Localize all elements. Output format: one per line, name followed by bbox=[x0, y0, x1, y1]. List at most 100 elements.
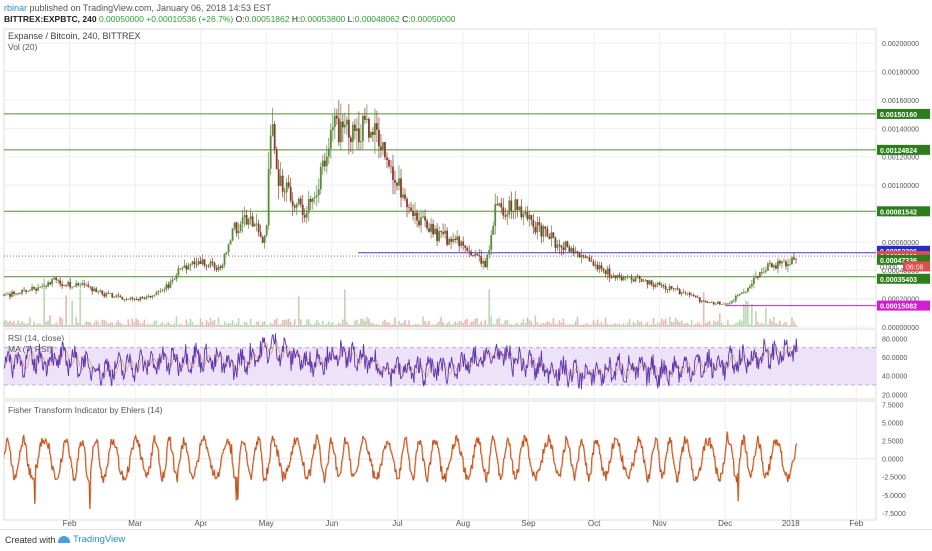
candle-body bbox=[494, 204, 497, 226]
volume-bar bbox=[454, 321, 456, 327]
volume-bar bbox=[737, 321, 739, 327]
volume-bar bbox=[173, 323, 176, 327]
candle-body bbox=[674, 288, 677, 289]
candle-body bbox=[714, 304, 717, 305]
volume-bar bbox=[57, 324, 59, 327]
candle-body bbox=[793, 257, 795, 260]
candle-body bbox=[514, 199, 517, 212]
candle-body bbox=[676, 288, 679, 290]
low-label: L: bbox=[347, 14, 355, 24]
candle-body bbox=[402, 194, 404, 198]
volume-bar bbox=[53, 324, 55, 327]
price-axis-label: 0.00020000 bbox=[882, 297, 919, 304]
volume-bar bbox=[706, 321, 709, 327]
volume-bar bbox=[416, 324, 418, 327]
tradingview-logo-icon bbox=[58, 535, 70, 543]
volume-bar bbox=[749, 324, 751, 327]
author-name[interactable]: rbinar bbox=[4, 3, 28, 13]
candle-body bbox=[376, 123, 378, 130]
volume-bar bbox=[390, 324, 392, 327]
candle-body bbox=[319, 166, 322, 190]
tradingview-logo[interactable]: TradingView bbox=[58, 534, 125, 545]
fisher-title: Fisher Transform Indicator by Ehlers (14… bbox=[8, 405, 163, 415]
volume-bar bbox=[213, 319, 216, 327]
candle-body bbox=[696, 296, 699, 298]
candle-body bbox=[763, 271, 765, 273]
candle-body bbox=[374, 123, 376, 135]
candle-body bbox=[257, 223, 260, 233]
candle-body bbox=[23, 290, 25, 291]
volume-bar bbox=[781, 324, 783, 327]
candle-body bbox=[568, 246, 571, 252]
volume-bar bbox=[189, 318, 192, 327]
volume-bar bbox=[795, 324, 797, 327]
level-tag-3-bg bbox=[877, 206, 930, 217]
candle-body bbox=[386, 157, 388, 161]
volume-bar bbox=[538, 324, 541, 327]
candle-body bbox=[313, 196, 316, 198]
candle-body bbox=[432, 223, 434, 235]
candle-body bbox=[570, 248, 573, 252]
candle-body bbox=[109, 293, 112, 294]
volume-bar bbox=[430, 324, 432, 327]
candle-body bbox=[414, 212, 416, 216]
price-labels: 0.00150160 0.00124824 0.00081542 0.00035403… bbox=[877, 108, 930, 311]
volume-bar bbox=[319, 324, 322, 327]
volume-bar bbox=[33, 321, 35, 327]
volume-bar bbox=[793, 321, 795, 327]
volume-bar bbox=[11, 322, 13, 327]
candle-body bbox=[201, 259, 204, 265]
volume-bar bbox=[364, 320, 366, 327]
candle-body bbox=[769, 263, 771, 264]
candle-body bbox=[508, 200, 511, 215]
candle-body bbox=[590, 260, 593, 262]
candle-body bbox=[600, 265, 603, 269]
volume-bar bbox=[117, 320, 120, 327]
volume-bar bbox=[668, 316, 671, 327]
candle-body bbox=[502, 207, 505, 216]
volume-bar bbox=[181, 324, 184, 327]
volume-bar bbox=[536, 321, 539, 327]
candle-body bbox=[77, 283, 80, 286]
candle-body bbox=[57, 279, 60, 281]
volume-bar bbox=[69, 324, 71, 327]
candle-body bbox=[364, 115, 366, 120]
volume-bar bbox=[378, 324, 380, 327]
volume-bar bbox=[43, 278, 45, 327]
candle-body bbox=[133, 298, 136, 300]
candle-body bbox=[791, 257, 793, 265]
volume-bar bbox=[588, 324, 591, 327]
volume-bar bbox=[733, 324, 735, 327]
candle-body bbox=[736, 295, 739, 296]
volume-bar bbox=[664, 318, 667, 327]
volume-bar bbox=[662, 320, 665, 327]
volume-bar bbox=[159, 323, 162, 327]
rsi-band bbox=[4, 347, 876, 385]
volume-bar bbox=[674, 317, 677, 327]
volume-bar bbox=[301, 324, 304, 327]
volume-bar bbox=[600, 322, 603, 327]
volume-bar bbox=[560, 322, 563, 327]
candle-body bbox=[460, 241, 463, 246]
volume-bar bbox=[680, 320, 683, 327]
candle-body bbox=[490, 234, 493, 250]
volume-bar bbox=[137, 319, 140, 327]
volume-bar bbox=[17, 320, 19, 327]
candle-body bbox=[87, 284, 90, 287]
candle-body bbox=[740, 292, 743, 294]
time-axis-label: Feb bbox=[63, 519, 77, 528]
volume-bar bbox=[731, 324, 733, 327]
candle-body bbox=[337, 118, 340, 143]
volume-bar bbox=[187, 323, 190, 327]
candle-body bbox=[656, 282, 659, 285]
chart-area[interactable]: 0.00000000 0.00020000 0.00040000 0.00060000… bbox=[0, 27, 932, 529]
volume-bar bbox=[277, 324, 280, 327]
volume-bar bbox=[283, 319, 286, 327]
volume-bar bbox=[165, 323, 168, 327]
volume-bar bbox=[135, 318, 138, 327]
candle-body bbox=[612, 275, 615, 278]
candle-body bbox=[452, 238, 455, 242]
candle-body bbox=[416, 212, 418, 221]
candle-body bbox=[317, 189, 320, 196]
volume-bar bbox=[71, 300, 73, 327]
